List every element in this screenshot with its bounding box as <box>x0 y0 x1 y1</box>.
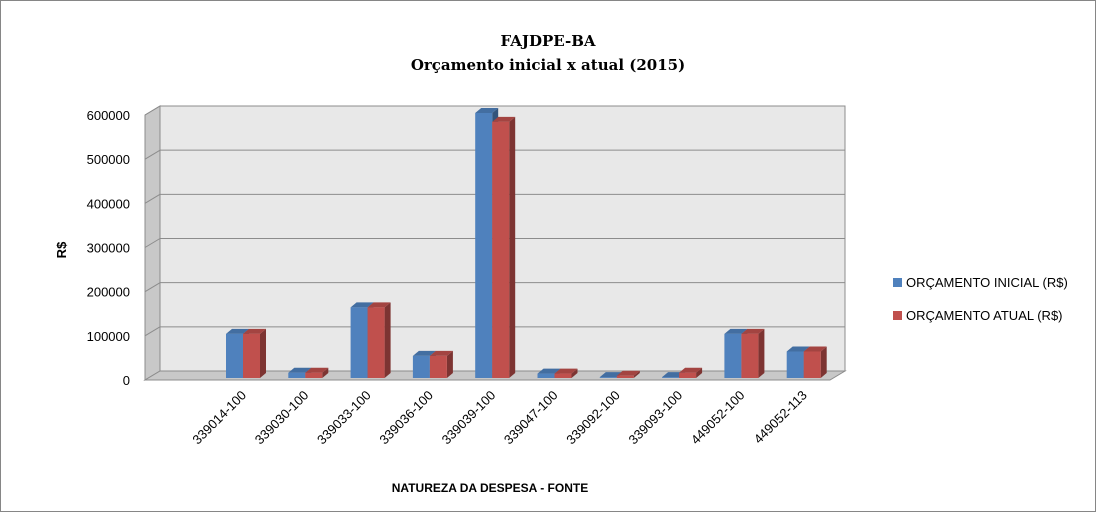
bar-top <box>679 367 703 373</box>
y-tick-label: 0 <box>123 373 130 388</box>
bar-top <box>803 346 827 352</box>
bar-top <box>367 302 391 308</box>
bar <box>475 113 493 378</box>
y-tick-label: 100000 <box>87 329 130 344</box>
bar <box>662 377 680 378</box>
bar <box>679 372 697 378</box>
legend-label: ORÇAMENTO INICIAL (R$) <box>906 275 1068 290</box>
bar <box>616 375 634 378</box>
bar <box>724 333 742 378</box>
bar-top <box>350 302 374 308</box>
chart-title: FAJDPE-BA <box>500 32 595 50</box>
legend-label: ORÇAMENTO ATUAL (R$) <box>906 308 1063 323</box>
bar <box>288 372 306 378</box>
bar <box>554 373 572 378</box>
bar <box>243 333 260 378</box>
bar-top <box>305 367 329 373</box>
bar-top <box>243 328 266 334</box>
bar <box>226 333 243 378</box>
bar-side <box>633 370 640 378</box>
bar-top <box>786 346 810 352</box>
x-axis-title: NATUREZA DA DESPESA - FONTE <box>392 481 588 495</box>
bar <box>350 307 368 378</box>
bar <box>367 307 385 378</box>
y-tick-label: 400000 <box>87 196 130 211</box>
bar-top <box>492 116 516 122</box>
bar-side <box>820 346 827 378</box>
bar-top <box>554 368 578 374</box>
grid-line-side <box>144 105 161 116</box>
bar-side <box>509 116 516 378</box>
y-axis-title: R$ <box>54 241 69 258</box>
bar-top <box>288 367 312 373</box>
bar <box>786 351 804 378</box>
bar-side <box>696 367 703 378</box>
bar-side <box>446 350 453 378</box>
bar-top <box>741 328 765 334</box>
bar-top <box>537 368 561 374</box>
bar-side <box>571 368 578 378</box>
y-tick-label: 500000 <box>87 152 130 167</box>
grid-line-side <box>144 238 161 248</box>
y-tick-label: 600000 <box>87 108 130 123</box>
bar <box>537 373 555 378</box>
bar <box>599 377 617 378</box>
bar-side <box>758 328 765 378</box>
grid-line-side <box>144 326 161 337</box>
bar <box>305 372 323 378</box>
bar-top <box>724 328 748 334</box>
bar-side <box>384 302 391 378</box>
y-tick-label: 300000 <box>87 241 130 256</box>
grid-line-side <box>144 149 161 160</box>
bar-top <box>226 328 249 334</box>
bar <box>492 121 510 378</box>
legend-swatch <box>893 278 902 287</box>
bar <box>803 351 821 378</box>
bar <box>741 333 759 378</box>
bar-side <box>322 367 329 378</box>
bar-top <box>429 350 453 356</box>
bar-top <box>475 108 499 113</box>
grid-line-side <box>144 193 161 204</box>
bar-top <box>616 370 640 376</box>
bar <box>429 355 447 378</box>
bar-top <box>412 350 436 356</box>
bar-side <box>260 328 266 378</box>
grid-line-side <box>144 282 161 293</box>
y-tick-label: 200000 <box>87 285 130 300</box>
bar <box>412 355 430 378</box>
chart-subtitle: Orçamento inicial x atual (2015) <box>411 56 685 74</box>
legend-swatch <box>893 311 902 320</box>
